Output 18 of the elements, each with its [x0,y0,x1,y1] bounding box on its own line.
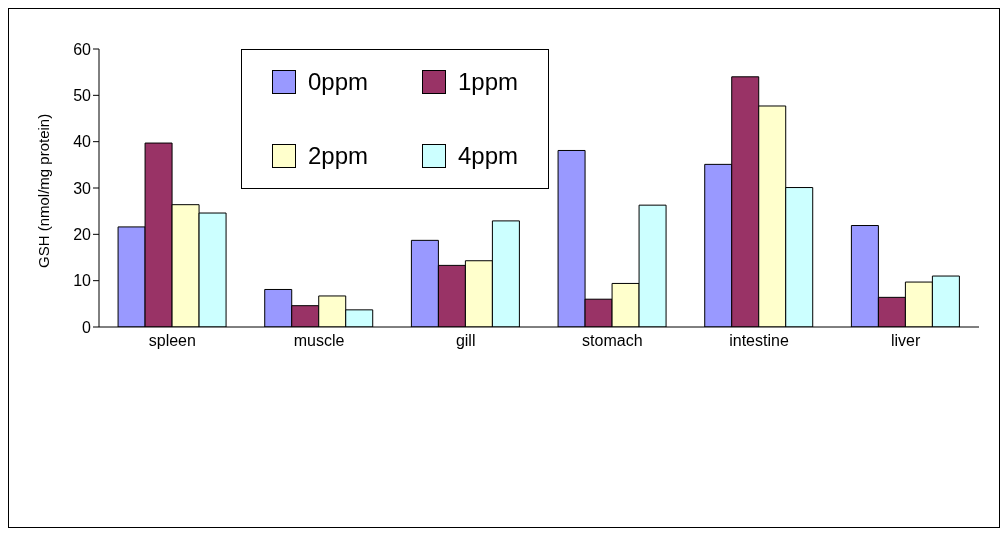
x-tick-label: liver [890,332,921,350]
y-tick-label: 0 [82,318,92,336]
y-tick-label: 30 [73,179,92,197]
y-tick-label: 40 [73,133,92,151]
x-tick-label: muscle [293,332,345,350]
legend-label: 0ppm [308,68,369,96]
y-tick-label: 10 [73,272,92,290]
y-axis-title: GSH (nmol/mg protein) [35,113,53,268]
y-tick-label: 60 [73,40,92,58]
y-tick-label: 20 [73,226,92,244]
legend-label: 1ppm [458,68,519,96]
x-tick-label: gill [455,332,476,350]
legend-label: 2ppm [308,142,369,170]
y-tick-label: 50 [73,87,92,105]
x-tick-label: intestine [729,332,789,350]
x-tick-label: stomach [582,332,643,350]
legend-label: 4ppm [458,142,519,170]
x-tick-label: spleen [148,332,196,350]
